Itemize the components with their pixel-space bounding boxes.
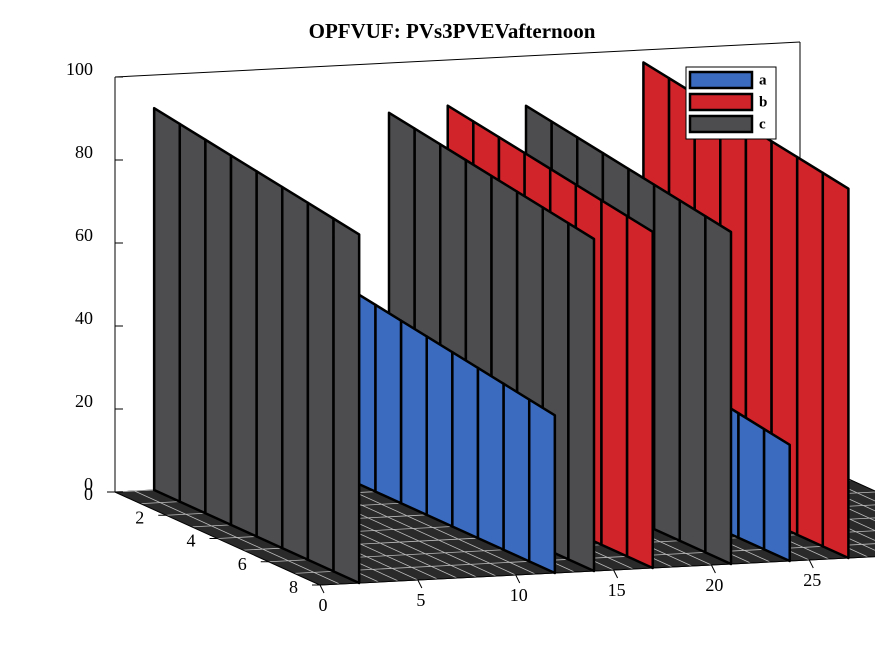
ribbon-face <box>255 170 284 550</box>
x-tick-label: 20 <box>705 575 723 595</box>
x-tick <box>710 564 716 574</box>
ribbon-face <box>567 221 596 573</box>
x-tick <box>613 569 619 579</box>
legend-swatch <box>688 114 754 134</box>
x-tick <box>319 584 325 594</box>
box-edge <box>114 41 801 78</box>
ribbon-face <box>704 214 733 566</box>
ribbon-face <box>600 199 629 558</box>
ribbon-face <box>527 398 557 575</box>
z-tick-label: 60 <box>75 225 93 245</box>
x-tick-label: 15 <box>608 580 626 600</box>
legend-swatch <box>688 92 754 112</box>
ribbon-face <box>204 138 233 527</box>
ribbon-face <box>281 185 310 561</box>
ribbon-face <box>737 412 766 551</box>
y-tick-label: 2 <box>135 507 144 527</box>
ribbon-face <box>821 171 850 560</box>
ribbon-face <box>451 350 480 540</box>
y-tick-label: 6 <box>238 554 247 574</box>
ribbon-face <box>399 319 428 517</box>
x-tick <box>808 559 814 569</box>
z-tick-label: 100 <box>66 59 93 79</box>
ribbon-face <box>332 217 361 585</box>
ribbon-face <box>425 335 454 528</box>
x-tick <box>515 574 521 584</box>
x-axis <box>319 556 875 586</box>
x-tick-label: 5 <box>416 590 425 610</box>
chart-title: OPFVUF: PVs3PVEVafternoon <box>309 19 596 43</box>
y-tick-label: 8 <box>289 577 298 597</box>
z-tick-label: 40 <box>75 308 93 328</box>
ribbon-face <box>762 427 791 563</box>
legend-label: a <box>759 72 767 88</box>
x-tick-label: 10 <box>510 585 528 605</box>
legend-swatch <box>688 70 754 90</box>
ribbon-face <box>306 201 335 573</box>
y-tick-label: 4 <box>187 531 196 551</box>
ribbon-face <box>152 106 182 503</box>
ribbon-face <box>795 155 825 548</box>
z-tick-label: 20 <box>75 391 93 411</box>
x-tick-label: 25 <box>803 570 821 590</box>
ribbon-face <box>476 366 505 551</box>
z-tick-label: 80 <box>75 142 93 162</box>
ribbon-face <box>652 183 681 542</box>
ribbon-face <box>625 214 654 570</box>
legend-label: b <box>759 94 767 110</box>
ribbon-face <box>678 199 707 554</box>
y-tick-label: 0 <box>84 484 93 504</box>
x-tick-label: 0 <box>319 595 328 615</box>
ribbon-face <box>178 122 207 515</box>
ribbon-face <box>502 382 531 563</box>
ribbon-face <box>229 154 258 538</box>
legend-label: c <box>759 116 766 132</box>
x-tick <box>417 579 423 589</box>
ribbon-face <box>374 303 403 505</box>
z-tick-label: 0 <box>84 474 93 494</box>
